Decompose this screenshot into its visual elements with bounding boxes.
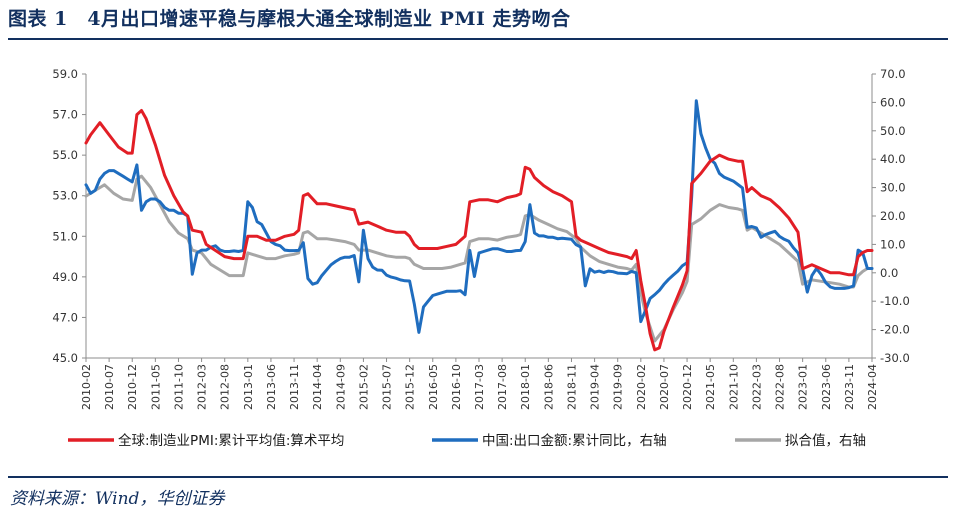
x-tick-label: 2017-08 (496, 364, 509, 410)
source-note: 资料来源：Wind，华创证券 (10, 489, 225, 509)
y-left-tick-label: 55.0 (52, 148, 78, 162)
chart-title: 图表 1 4月出口增速平稳与摩根大通全球制造业 PMI 走势吻合 (8, 8, 571, 30)
x-tick-label: 2010-12 (126, 364, 139, 410)
x-tick-label: 2016-10 (450, 364, 463, 410)
x-tick-label: 2018-11 (565, 364, 578, 410)
x-tick-label: 2012-08 (219, 364, 232, 410)
x-tick-label: 2020-12 (681, 364, 694, 410)
y-right-tick-label: 50.0 (880, 124, 906, 138)
x-tick-label: 2019-04 (589, 364, 602, 410)
x-tick-label: 2015-02 (357, 364, 370, 410)
legend-pmi-label: 全球:制造业PMI:累计平均值:算术平均 (118, 432, 344, 449)
x-tick-label: 2024-04 (866, 364, 879, 410)
chart-axes: 59.0 57.0 55.0 53.0 51.0 49.0 47.0 45.0 70.0 60.0… (52, 67, 909, 410)
x-tick-label: 2017-03 (473, 364, 486, 410)
x-tick-label: 2014-09 (334, 364, 347, 410)
x-tick-label: 2018-01 (519, 364, 532, 410)
series-line-pmi (84, 109, 874, 352)
x-tick-label: 2020-07 (658, 364, 671, 410)
x-tick-label: 2023-06 (820, 364, 833, 410)
x-tick-label: 2016-05 (427, 364, 440, 410)
x-tick-label: 2013-01 (242, 364, 255, 410)
x-tick-label: 2014-04 (311, 364, 324, 410)
x-tick-label: 2020-02 (635, 364, 648, 410)
y-right-tick-label: -20.0 (880, 323, 910, 337)
y-right-tick-label: -30.0 (880, 351, 910, 365)
x-tick-label: 2021-05 (704, 364, 717, 410)
x-tick-label: 2015-12 (404, 364, 417, 410)
series-line-export (84, 99, 874, 334)
y-left-tick-label: 49.0 (52, 270, 78, 284)
footer-divider (8, 476, 948, 478)
x-tick-label: 2022-03 (750, 364, 763, 410)
x-tick-label: 2010-02 (80, 364, 93, 410)
y-right-tick-label: 70.0 (880, 67, 906, 81)
legend-export-label: 中国:出口金额:累计同比，右轴 (482, 433, 667, 449)
x-tick-label: 2021-10 (727, 364, 740, 410)
x-tick-label: 2019-09 (612, 364, 625, 410)
x-tick-label: 2011-10 (172, 364, 185, 410)
y-right-tick-label: 0.0 (880, 266, 898, 280)
y-left-tick-label: 57.0 (52, 108, 78, 122)
y-left-tick-label: 45.0 (52, 351, 78, 365)
chart: 59.0 57.0 55.0 53.0 51.0 49.0 47.0 45.0 70.0 60.0… (52, 67, 909, 449)
y-left-tick-label: 53.0 (52, 189, 78, 203)
y-left-tick-label: 51.0 (52, 229, 78, 243)
y-right-tick-label: 10.0 (880, 237, 906, 251)
x-tick-label: 2015-07 (381, 364, 394, 410)
y-right-tick-label: 20.0 (880, 209, 906, 223)
chart-legend: 全球:制造业PMI:累计平均值:算术平均 中国:出口金额:累计同比，右轴 拟合值，右… (68, 432, 866, 449)
y-right-tick-label: -10.0 (880, 294, 910, 308)
x-tick-label: 2013-06 (265, 364, 278, 410)
x-tick-label: 2012-03 (196, 364, 209, 410)
x-tick-label: 2023-01 (797, 364, 810, 410)
y-right-tick-label: 30.0 (880, 181, 906, 195)
x-tick-label: 2010-07 (103, 364, 116, 410)
x-tick-label: 2022-08 (774, 364, 787, 410)
legend-fit-label: 拟合值，右轴 (785, 433, 866, 449)
chart-series (84, 99, 874, 352)
x-tick-label: 2023-11 (843, 364, 856, 410)
title-divider (8, 38, 948, 40)
x-tick-label: 2018-06 (542, 364, 555, 410)
x-tick-label: 2011-05 (149, 364, 162, 410)
x-tick-label: 2013-11 (288, 364, 301, 410)
y-right-tick-label: 40.0 (880, 152, 906, 166)
series-line-fit (84, 174, 874, 343)
y-right-tick-label: 60.0 (880, 95, 906, 109)
y-left-tick-label: 47.0 (52, 310, 78, 324)
y-left-tick-label: 59.0 (52, 67, 78, 81)
